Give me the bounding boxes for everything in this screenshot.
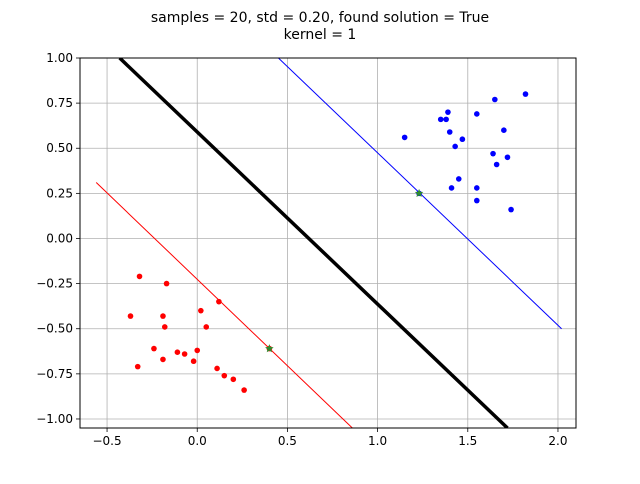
x-tick-label: 0.5 <box>278 434 297 448</box>
y-tick-label: 0.75 <box>46 96 73 110</box>
blue-data-point <box>492 96 498 103</box>
red-data-point <box>198 307 204 314</box>
blue-data-point <box>452 143 458 150</box>
support-vector-star <box>414 188 424 198</box>
red-data-point <box>163 280 170 287</box>
y-tick-label: −0.25 <box>36 277 73 291</box>
blue-data-point <box>474 197 480 204</box>
plot-frame <box>79 57 577 429</box>
blue-data-point <box>474 185 480 191</box>
y-tick-label: −0.50 <box>36 322 73 336</box>
y-tick-label: −0.75 <box>36 367 73 381</box>
axis-ticks: −0.5 0.0 0.5 1.0 1.5 2.0 −1.00 −0.75 −0.50 −0.25 0… <box>36 51 567 448</box>
red-data-point <box>203 324 210 330</box>
blue-data-point <box>446 129 453 135</box>
blue-data-point <box>501 127 507 133</box>
y-tick-label: 1.00 <box>46 51 73 65</box>
blue-data-point <box>459 136 466 143</box>
blue-data-point <box>448 185 455 191</box>
blue-data-point <box>504 154 511 161</box>
red-data-point <box>151 345 157 352</box>
y-tick-label: 0.50 <box>46 141 73 155</box>
y-tick-label: 0.25 <box>46 186 73 200</box>
red-data-point <box>174 349 181 355</box>
x-tick-label: 1.5 <box>458 434 477 448</box>
blue-data-point <box>490 150 496 157</box>
grid-layer <box>80 57 576 428</box>
red-data-point <box>214 365 220 372</box>
decision-boundary-line <box>118 58 509 428</box>
red-data-point <box>190 358 197 365</box>
chart-title-line1: samples = 20, std = 0.20, found solution… <box>151 10 489 26</box>
blue-data-point <box>474 111 480 117</box>
red-data-point <box>136 273 143 280</box>
support-vector-star <box>265 344 274 353</box>
blue-data-point <box>455 176 462 182</box>
blue-data-point <box>437 116 444 123</box>
y-tick-label: 0.00 <box>46 231 73 245</box>
blue-data-point <box>445 109 451 115</box>
chart-title-line2: kernel = 1 <box>284 27 357 43</box>
x-tick-label: 2.0 <box>548 434 567 448</box>
negative-margin-line <box>95 182 353 428</box>
y-tick-label: −1.00 <box>36 412 73 426</box>
red-data-point <box>216 298 222 305</box>
red-data-point <box>160 313 166 319</box>
red-data-point <box>160 356 166 363</box>
blue-data-point <box>443 116 449 123</box>
red-data-point <box>134 363 141 370</box>
red-data-point <box>194 347 201 354</box>
red-data-point <box>221 372 228 379</box>
blue-data-point <box>493 161 500 168</box>
x-tick-label: 1.0 <box>368 434 387 448</box>
blue-data-point <box>508 206 514 213</box>
blue-data-point <box>401 134 408 141</box>
x-tick-label: −0.5 <box>92 434 121 448</box>
red-data-point <box>181 351 188 357</box>
red-data-point <box>161 324 168 330</box>
blue-data-point <box>522 91 529 97</box>
red-data-point <box>230 376 237 383</box>
red-data-point <box>241 387 247 393</box>
x-tick-label: 0.0 <box>188 434 207 448</box>
data-points <box>127 91 529 393</box>
red-data-point <box>127 313 134 319</box>
